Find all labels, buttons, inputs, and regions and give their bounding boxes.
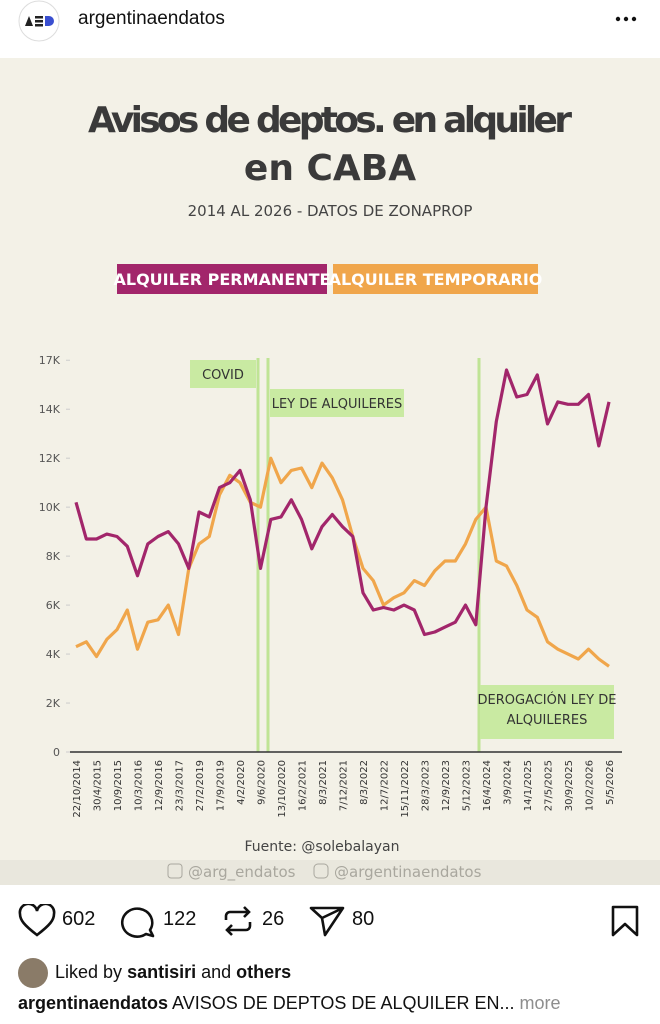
comment-count: 122 <box>163 908 197 930</box>
post-header: argentinaendatos <box>0 0 660 58</box>
like-count: 602 <box>62 908 96 930</box>
y-tick-label: 2K <box>46 697 61 710</box>
avatar[interactable] <box>16 0 62 44</box>
comment-button[interactable] <box>120 904 156 938</box>
caption-user[interactable]: argentinaendatos <box>18 993 169 1013</box>
watermark: @argentinaendatos <box>334 863 482 881</box>
chart-title: en CABA <box>244 148 416 189</box>
repost-count: 26 <box>262 908 285 930</box>
x-tick-label: 27/5/2025 <box>544 760 555 811</box>
annotation-text: LEY DE ALQUILERES <box>272 397 403 412</box>
legend-swatch <box>117 264 327 294</box>
save-button[interactable] <box>610 904 640 938</box>
liker-avatar[interactable] <box>18 958 48 988</box>
x-tick-label: 10/9/2015 <box>113 760 124 811</box>
x-tick-label: 12/9/2016 <box>154 760 165 811</box>
y-tick-label: 6K <box>46 599 61 612</box>
liked-others[interactable]: others <box>236 962 292 982</box>
x-tick-label: 15/11/2022 <box>400 760 411 818</box>
username[interactable]: argentinaendatos <box>78 8 225 29</box>
x-tick-label: 27/2/2019 <box>195 760 206 811</box>
x-tick-label: 10/3/2016 <box>134 760 145 811</box>
x-tick-label: 30/4/2015 <box>93 760 104 811</box>
caption-more[interactable]: more <box>519 993 561 1013</box>
like-button[interactable] <box>18 904 56 938</box>
liked-user[interactable]: santisiri <box>127 962 197 982</box>
x-tick-label: 23/3/2017 <box>175 760 186 811</box>
x-tick-label: 4/2/2020 <box>236 760 247 805</box>
x-logo <box>167 863 183 879</box>
legend-label: ALQUILER PERMANENTE <box>114 270 331 289</box>
liked-joiner: and <box>201 962 232 982</box>
y-tick-label: 12K <box>39 452 61 465</box>
legend-swatch <box>333 264 538 294</box>
y-tick-label: 14K <box>39 403 61 416</box>
x-tick-label: 17/9/2019 <box>216 760 227 811</box>
annotation-box <box>480 685 614 739</box>
x-tick-label: 16/2/2021 <box>298 760 309 811</box>
watermark-strip <box>0 860 660 885</box>
legend-label: ALQUILER TEMPORARIO <box>329 270 543 289</box>
x-tick-label: 12/7/2022 <box>380 760 391 811</box>
y-tick-label: 10K <box>39 501 61 514</box>
action-bar: 602 122 26 80 <box>0 896 660 946</box>
x-tick-label: 12/9/2023 <box>441 760 452 811</box>
x-tick-label: 16/4/2024 <box>482 760 493 811</box>
chart: Avisos de deptos. en alquiler en CABA 2014… <box>0 58 660 885</box>
x-tick-label: 3/9/2024 <box>503 760 514 805</box>
annotation-box <box>190 360 256 388</box>
x-tick-label: 14/1/2025 <box>523 760 534 811</box>
caption-text: AVISOS DE DEPTOS DE ALQUILER EN... <box>172 993 515 1013</box>
annotation-text: ALQUILERES <box>507 713 588 728</box>
x-tick-label: 28/3/2023 <box>421 760 432 811</box>
more-menu[interactable] <box>612 12 642 26</box>
y-tick-label: 4K <box>46 648 61 661</box>
annotation-box <box>270 389 404 417</box>
x-tick-label: 5/5/2026 <box>605 760 616 805</box>
y-tick-label: 8K <box>46 550 61 563</box>
repost-button[interactable] <box>220 904 256 938</box>
x-tick-label: 9/6/2020 <box>257 760 268 805</box>
chart-title: Avisos de deptos. en alquiler <box>88 100 572 141</box>
y-tick-label: 0 <box>53 746 60 759</box>
x-tick-label: 7/12/2021 <box>339 760 350 811</box>
x-tick-label: 30/9/2025 <box>564 760 575 811</box>
liked-by: Liked by santisiri and others <box>55 962 291 983</box>
series-line <box>74 368 611 637</box>
caption: argentinaendatos AVISOS DE DEPTOS DE ALQ… <box>18 993 561 1014</box>
y-tick-label: 17K <box>39 354 61 367</box>
series-line <box>75 456 610 668</box>
x-tick-label: 8/3/2022 <box>359 760 370 805</box>
ig-logo <box>313 863 329 879</box>
share-button[interactable] <box>308 904 346 938</box>
watermark: @arg_endatos <box>188 863 296 882</box>
x-tick-label: 22/10/2014 <box>72 760 83 818</box>
chart-background <box>0 58 660 885</box>
x-tick-label: 10/2/2026 <box>585 760 596 811</box>
annotation-text: DEROGACIÓN LEY DE <box>478 692 617 708</box>
annotation-text: COVID <box>202 368 244 383</box>
x-tick-label: 8/3/2021 <box>318 760 329 805</box>
share-count: 80 <box>352 908 375 930</box>
x-tick-label: 13/10/2020 <box>277 760 288 818</box>
chart-subtitle: 2014 AL 2026 - DATOS DE ZONAPROP <box>188 202 473 220</box>
source: Fuente: @solebalayan <box>245 839 400 855</box>
x-tick-label: 5/12/2023 <box>462 760 473 811</box>
liked-prefix: Liked by <box>55 962 123 982</box>
